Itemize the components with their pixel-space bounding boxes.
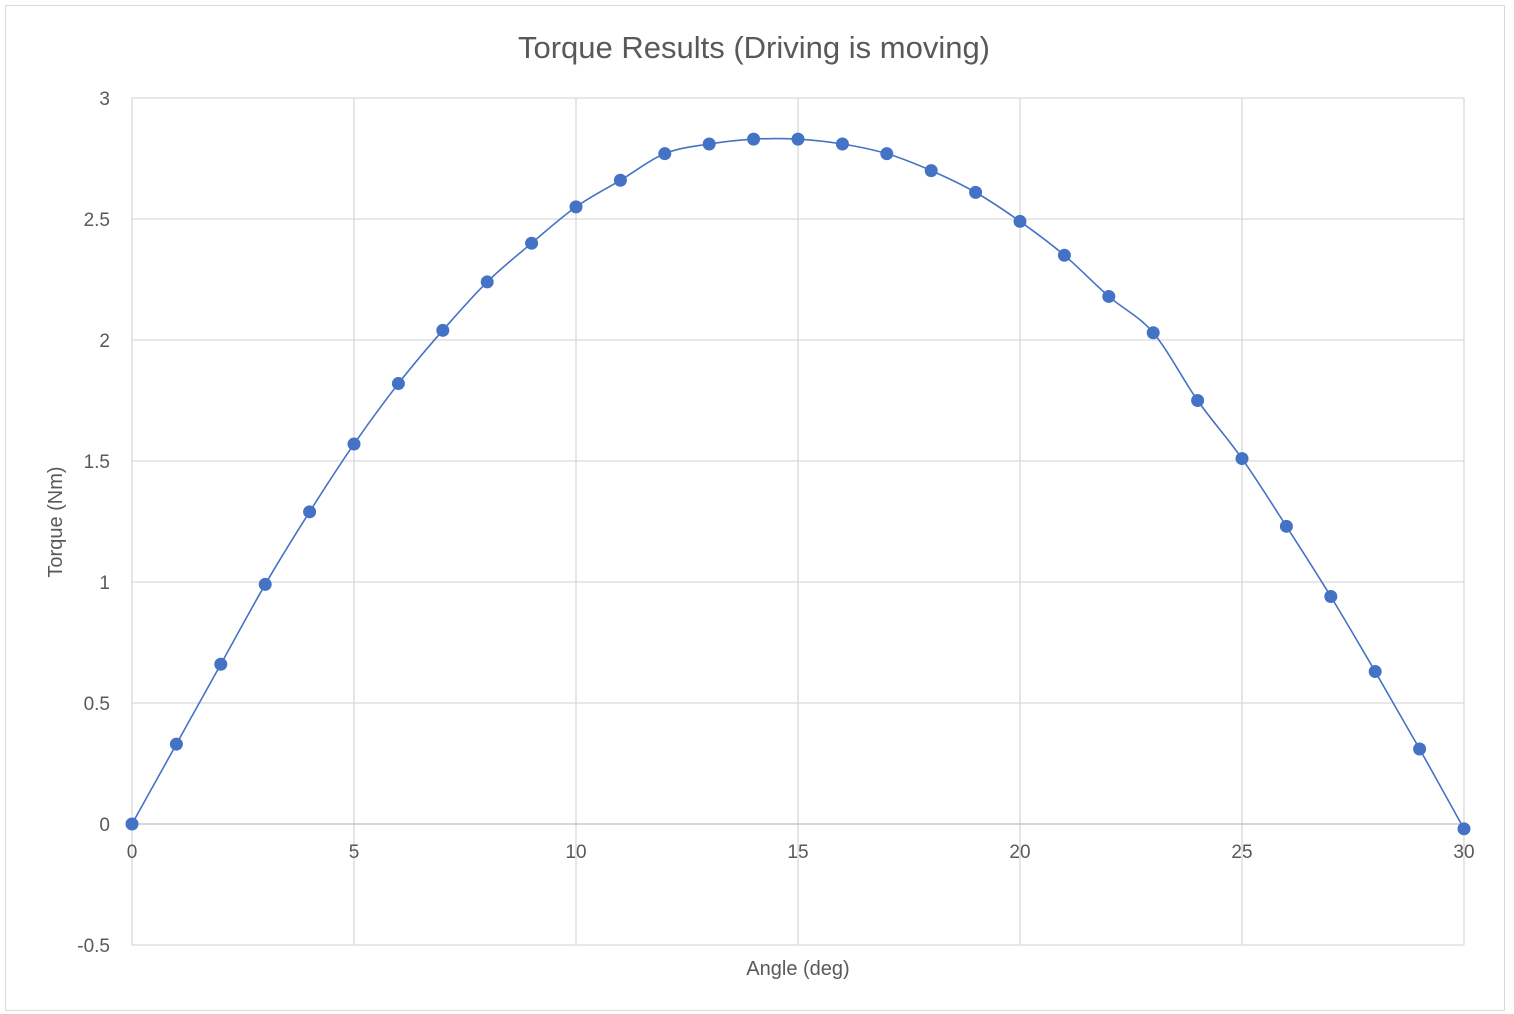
data-point bbox=[1457, 822, 1471, 836]
data-point bbox=[1324, 590, 1338, 604]
data-point bbox=[880, 147, 894, 161]
data-point bbox=[436, 323, 450, 337]
y-tick-label: 1 bbox=[99, 573, 110, 594]
x-tick-label: 15 bbox=[787, 842, 808, 863]
data-point bbox=[214, 657, 228, 671]
data-point bbox=[969, 185, 983, 199]
x-tick-label: 0 bbox=[127, 842, 138, 863]
y-tick-label: 3 bbox=[99, 89, 110, 110]
data-point bbox=[924, 164, 938, 178]
data-point bbox=[1191, 394, 1205, 407]
y-tick-label: -0.5 bbox=[77, 936, 110, 957]
data-point bbox=[258, 577, 272, 591]
chart-area bbox=[5, 5, 1505, 1011]
data-point bbox=[525, 236, 539, 250]
chart-title: Torque Results (Driving is moving) bbox=[518, 30, 990, 65]
x-tick-label: 30 bbox=[1453, 842, 1474, 863]
data-point bbox=[1013, 214, 1027, 228]
y-tick-label: 2.5 bbox=[84, 210, 110, 231]
x-tick-label: 5 bbox=[349, 842, 360, 863]
tick-labels: 0 5 10 15 20 25 30 -0.5 0 0.5 1 1.5 2 2.5 3 bbox=[77, 89, 1474, 957]
x-axis-title: Angle (deg) bbox=[746, 958, 849, 980]
y-tick-label: 1.5 bbox=[84, 452, 110, 473]
y-axis-title: Torque (Nm) bbox=[45, 466, 67, 577]
data-point bbox=[1057, 248, 1071, 262]
data-point bbox=[702, 137, 716, 151]
data-point bbox=[1102, 289, 1116, 303]
data-point bbox=[125, 817, 139, 831]
data-point bbox=[347, 437, 361, 451]
data-point bbox=[1279, 519, 1293, 533]
data-point bbox=[747, 132, 761, 146]
x-tick-label: 25 bbox=[1231, 842, 1252, 863]
data-point bbox=[1235, 452, 1249, 466]
y-tick-label: 2 bbox=[99, 331, 110, 352]
data-point bbox=[1413, 742, 1427, 756]
x-tick-label: 10 bbox=[565, 842, 586, 863]
y-tick-label: 0.5 bbox=[84, 694, 110, 715]
data-point bbox=[480, 275, 494, 289]
gridlines bbox=[131, 97, 1465, 946]
data-point bbox=[613, 173, 627, 187]
data-point bbox=[1146, 326, 1160, 340]
data-point bbox=[658, 147, 672, 161]
data-point bbox=[303, 505, 317, 519]
data-point bbox=[569, 200, 583, 214]
series bbox=[125, 132, 1471, 836]
data-point bbox=[169, 737, 183, 751]
data-point bbox=[835, 137, 849, 151]
data-point bbox=[791, 132, 805, 146]
y-tick-label: 0 bbox=[99, 815, 110, 836]
data-point bbox=[391, 377, 405, 391]
x-tick-label: 20 bbox=[1009, 842, 1030, 863]
data-point bbox=[1368, 665, 1382, 679]
